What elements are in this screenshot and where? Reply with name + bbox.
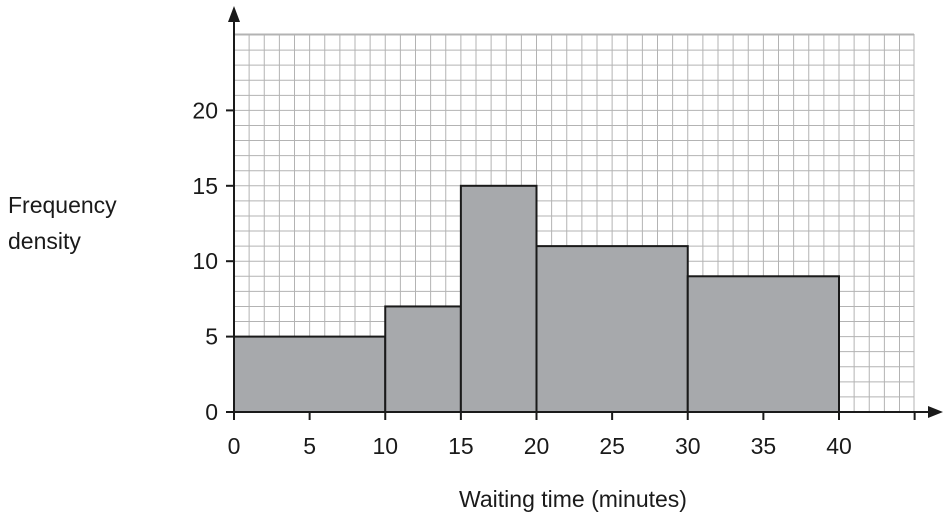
tick-labels: 0 5 10 15 20 25 30 35 40 0 5 10 15 20 (192, 97, 851, 459)
x-tick-label: 35 (751, 433, 777, 459)
y-tick-label: 10 (192, 248, 218, 274)
x-tick-label: 25 (599, 433, 625, 459)
histogram-bar-5 (686, 275, 840, 413)
x-axis-arrow-icon (928, 406, 943, 418)
x-tick-label: 20 (524, 433, 550, 459)
x-tick-label: 30 (675, 433, 701, 459)
y-tick-label: 15 (192, 173, 218, 199)
x-tick-label: 15 (448, 433, 474, 459)
axes (226, 6, 943, 420)
histogram-bar-3 (459, 184, 538, 413)
y-tick-label: 5 (205, 324, 218, 350)
x-tick-label: 40 (826, 433, 852, 459)
histogram-bar-2 (384, 305, 462, 413)
y-axis-label-line-2: density (8, 228, 81, 254)
y-tick-label: 20 (192, 97, 218, 123)
histogram-bar-1 (233, 335, 387, 414)
y-axis-label-line-1: Frequency (8, 192, 117, 218)
x-tick-label: 5 (303, 433, 316, 459)
bars (233, 184, 840, 414)
y-axis-arrow-icon (228, 6, 240, 22)
x-tick-label: 0 (228, 433, 241, 459)
x-axis-label: Waiting time (minutes) (459, 486, 687, 512)
x-tick-label: 10 (372, 433, 398, 459)
y-tick-label: 0 (205, 399, 218, 425)
histogram-bar-4 (535, 245, 689, 413)
